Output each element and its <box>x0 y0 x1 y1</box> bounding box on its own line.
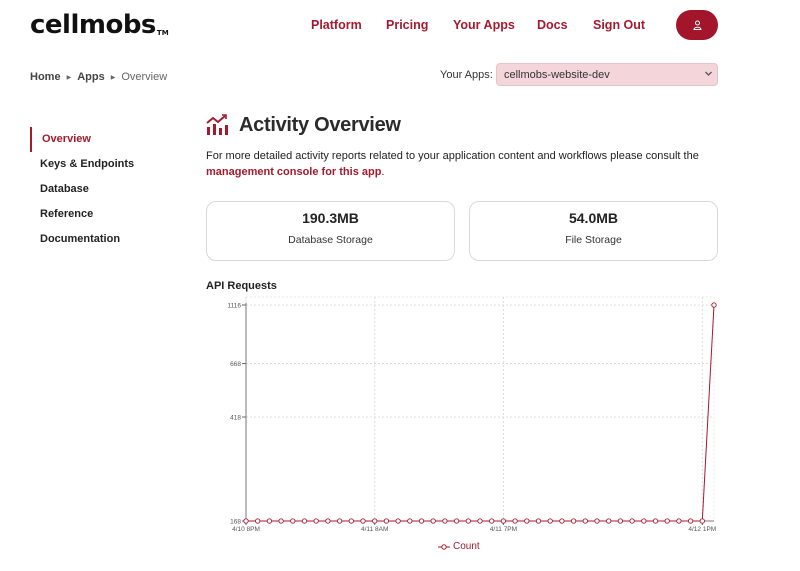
x-axis-tick-label: 4/11 8AM <box>361 526 388 533</box>
description-suffix: . <box>381 166 385 178</box>
series-count-point <box>664 518 670 524</box>
sidebar-item-overview[interactable]: Overview <box>30 127 180 152</box>
series-count-point <box>500 518 507 524</box>
database-storage-label: Database Storage <box>288 234 373 246</box>
series-count-point <box>243 518 249 524</box>
series-count-point <box>559 518 565 524</box>
app-select-value: cellmobs-website-dev <box>504 69 610 81</box>
user-icon <box>692 20 702 30</box>
cellmobs-logo[interactable]: cellmobsTM <box>30 10 169 40</box>
series-count-point <box>430 518 436 524</box>
breadcrumb: Home ▶ Apps ▶ Overview <box>30 71 167 83</box>
series-count-point <box>594 518 600 524</box>
series-count-point <box>547 518 553 524</box>
series-count-point <box>313 518 319 524</box>
file-storage-card: 54.0MB File Storage <box>469 201 718 261</box>
series-count-point <box>641 518 647 524</box>
series-count-point <box>442 518 448 524</box>
sidebar-item-reference[interactable]: Reference <box>40 208 94 220</box>
chart-legend[interactable]: Count <box>438 541 480 552</box>
breadcrumb-current: Overview <box>121 71 168 83</box>
series-count-point <box>629 518 635 524</box>
caret-right-icon: ▶ <box>66 74 72 81</box>
database-storage-value: 190.3MB <box>302 210 359 226</box>
x-axis-tick-label: 4/12 1PM <box>688 526 716 533</box>
database-storage-card: 190.3MB Database Storage <box>206 201 455 261</box>
y-axis-tick-label: 168 <box>230 519 241 526</box>
x-axis-tick-label: 4/10 8PM <box>232 526 260 533</box>
series-count-point <box>465 518 471 524</box>
series-count-point <box>687 518 694 524</box>
series-count-point <box>360 518 366 524</box>
breadcrumb-apps-link[interactable]: Apps <box>77 71 105 83</box>
series-count-line <box>246 304 715 522</box>
series-count-point <box>418 518 425 524</box>
series-count-point <box>336 518 343 524</box>
series-count-point <box>512 518 518 524</box>
sidebar-item-documentation[interactable]: Documentation <box>40 233 121 245</box>
series-count-point <box>278 518 284 524</box>
management-console-link[interactable]: management console for this app <box>206 166 382 178</box>
series-count-point <box>453 518 460 524</box>
y-axis-tick-label: 1116 <box>228 303 242 310</box>
nav-your-apps-link[interactable]: Your Apps <box>453 18 515 32</box>
file-storage-label: File Storage <box>565 234 622 246</box>
nav-sign-out-link[interactable]: Sign Out <box>593 18 646 32</box>
sidebar-item-database[interactable]: Database <box>40 183 89 195</box>
x-axis-tick-label: 4/11 7PM <box>490 526 517 533</box>
series-count-point <box>711 302 717 308</box>
series-count-point <box>477 518 483 524</box>
logo-trademark: TM <box>156 29 169 37</box>
series-count-point <box>266 518 273 524</box>
description-text: For more detailed activity reports relat… <box>206 150 699 162</box>
series-count-point <box>582 518 588 524</box>
nav-docs-link[interactable]: Docs <box>537 18 568 32</box>
page-description: For more detailed activity reports relat… <box>206 148 726 180</box>
series-count-point <box>372 518 378 524</box>
y-axis-tick-label: 418 <box>230 415 241 422</box>
legend-series-label: Count <box>453 541 480 552</box>
series-count-point <box>383 518 390 524</box>
series-count-point <box>570 518 577 524</box>
series-count-point <box>676 518 682 524</box>
series-count-point <box>524 518 530 524</box>
series-count-point <box>699 518 705 524</box>
series-count-point <box>290 518 296 524</box>
legend-series-marker <box>438 543 450 550</box>
series-count-point <box>652 518 659 524</box>
series-count-point <box>348 518 354 524</box>
caret-right-icon: ▶ <box>110 74 116 81</box>
series-count-point <box>535 518 542 524</box>
file-storage-value: 54.0MB <box>568 210 619 226</box>
nav-platform-link[interactable]: Platform <box>311 18 362 32</box>
series-count-point <box>617 518 624 524</box>
sidebar-item-keys-endpoints[interactable]: Keys & Endpoints <box>40 158 135 170</box>
series-count-point <box>301 518 308 524</box>
activity-chart-icon <box>206 114 228 135</box>
page-title: Activity Overview <box>239 114 401 136</box>
series-count-point <box>489 518 495 524</box>
nav-pricing-link[interactable]: Pricing <box>386 18 429 32</box>
series-count-point <box>407 518 413 524</box>
y-axis-tick-label: 668 <box>230 361 241 368</box>
series-count-point <box>255 518 261 524</box>
sidebar-nav: Overview Keys & Endpoints Database Refer… <box>30 127 180 252</box>
your-apps-label: Your Apps: <box>440 69 493 81</box>
chevron-down-icon <box>705 71 712 76</box>
chart-grid-border <box>245 296 715 522</box>
api-requests-title: API Requests <box>206 280 277 292</box>
series-count-point <box>325 518 331 524</box>
series-count-point <box>395 518 401 524</box>
top-nav: Platform Pricing Your Apps Docs Sign Out <box>0 18 800 34</box>
series-count-point <box>606 518 612 524</box>
user-menu-button[interactable] <box>676 10 718 40</box>
breadcrumb-home-link[interactable]: Home <box>30 71 61 83</box>
app-select-dropdown[interactable]: cellmobs-website-dev <box>496 63 718 86</box>
api-requests-chart: 168 418 668 1116 4/10 8PM 4/11 8AM 4/11 7PM 4/1… <box>228 296 717 533</box>
logo-text: cellmobs <box>30 10 156 40</box>
